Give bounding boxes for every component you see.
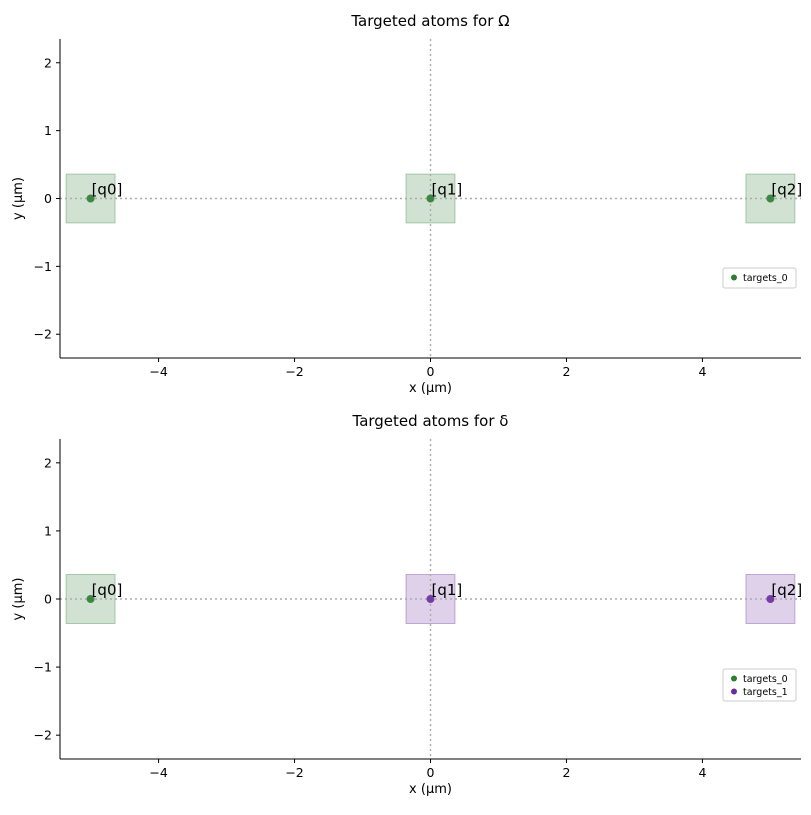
chart-title: Targeted atoms for Ω xyxy=(350,12,509,30)
x-tick-label: 2 xyxy=(562,765,570,780)
atom-point xyxy=(766,194,775,203)
x-tick-label: 2 xyxy=(562,364,570,379)
y-tick-label: −2 xyxy=(34,327,52,342)
y-tick-label: 0 xyxy=(44,592,52,607)
chart-panel-1: Targeted atoms for Ω −4 −2 0 2 4 −2 −1 0 1 2 x (µm)… xyxy=(11,12,802,396)
x-tick-label: −2 xyxy=(285,364,303,379)
atom-label: [q1] xyxy=(432,581,463,599)
x-tick-label: 4 xyxy=(698,765,706,780)
y-tick-label: 1 xyxy=(44,523,52,538)
legend-label: targets_0 xyxy=(743,273,788,284)
atom-point xyxy=(426,595,435,603)
atom-point xyxy=(426,194,435,203)
legend-marker xyxy=(731,688,737,695)
y-axis-label: y (µm) xyxy=(11,578,26,621)
atom-label: [q1] xyxy=(432,181,463,199)
y-tick-label: −2 xyxy=(34,728,52,743)
x-axis-label: x (µm) xyxy=(409,381,452,396)
x-tick-label: 0 xyxy=(427,364,435,379)
y-tick-label: 1 xyxy=(44,123,52,138)
x-tick-label: −4 xyxy=(149,364,167,379)
y-tick-label: 0 xyxy=(44,191,52,206)
legend-label: targets_1 xyxy=(743,687,788,698)
atom-label: [q0] xyxy=(92,181,123,199)
y-tick-label: −1 xyxy=(34,660,52,675)
atom-point xyxy=(86,194,95,203)
x-axis-label: x (µm) xyxy=(409,782,452,797)
atom-label: [q2] xyxy=(771,181,802,199)
legend: targets_0 targets_1 xyxy=(722,668,797,702)
legend-marker xyxy=(731,675,737,682)
legend-label: targets_0 xyxy=(743,674,788,685)
atom-label: [q0] xyxy=(92,581,123,599)
atom-label: [q2] xyxy=(771,581,802,599)
x-tick-label: 4 xyxy=(698,364,706,379)
legend-marker xyxy=(731,274,737,281)
legend-box xyxy=(722,267,797,289)
legend: targets_0 xyxy=(722,267,797,289)
atom-point xyxy=(86,595,95,603)
atom-point xyxy=(766,595,775,603)
x-tick-label: −4 xyxy=(149,765,167,780)
x-tick-label: 0 xyxy=(427,765,435,780)
y-tick-label: 2 xyxy=(44,55,52,70)
chart-panel-2: Targeted atoms for δ −4 −2 0 2 4 −2 −1 0 1 2 x (µm)… xyxy=(11,412,802,797)
chart-title: Targeted atoms for δ xyxy=(352,412,509,430)
y-tick-label: −1 xyxy=(34,259,52,274)
y-tick-label: 2 xyxy=(44,455,52,470)
legend-box xyxy=(722,668,797,702)
y-axis-label: y (µm) xyxy=(11,177,26,220)
x-tick-label: −2 xyxy=(285,765,303,780)
